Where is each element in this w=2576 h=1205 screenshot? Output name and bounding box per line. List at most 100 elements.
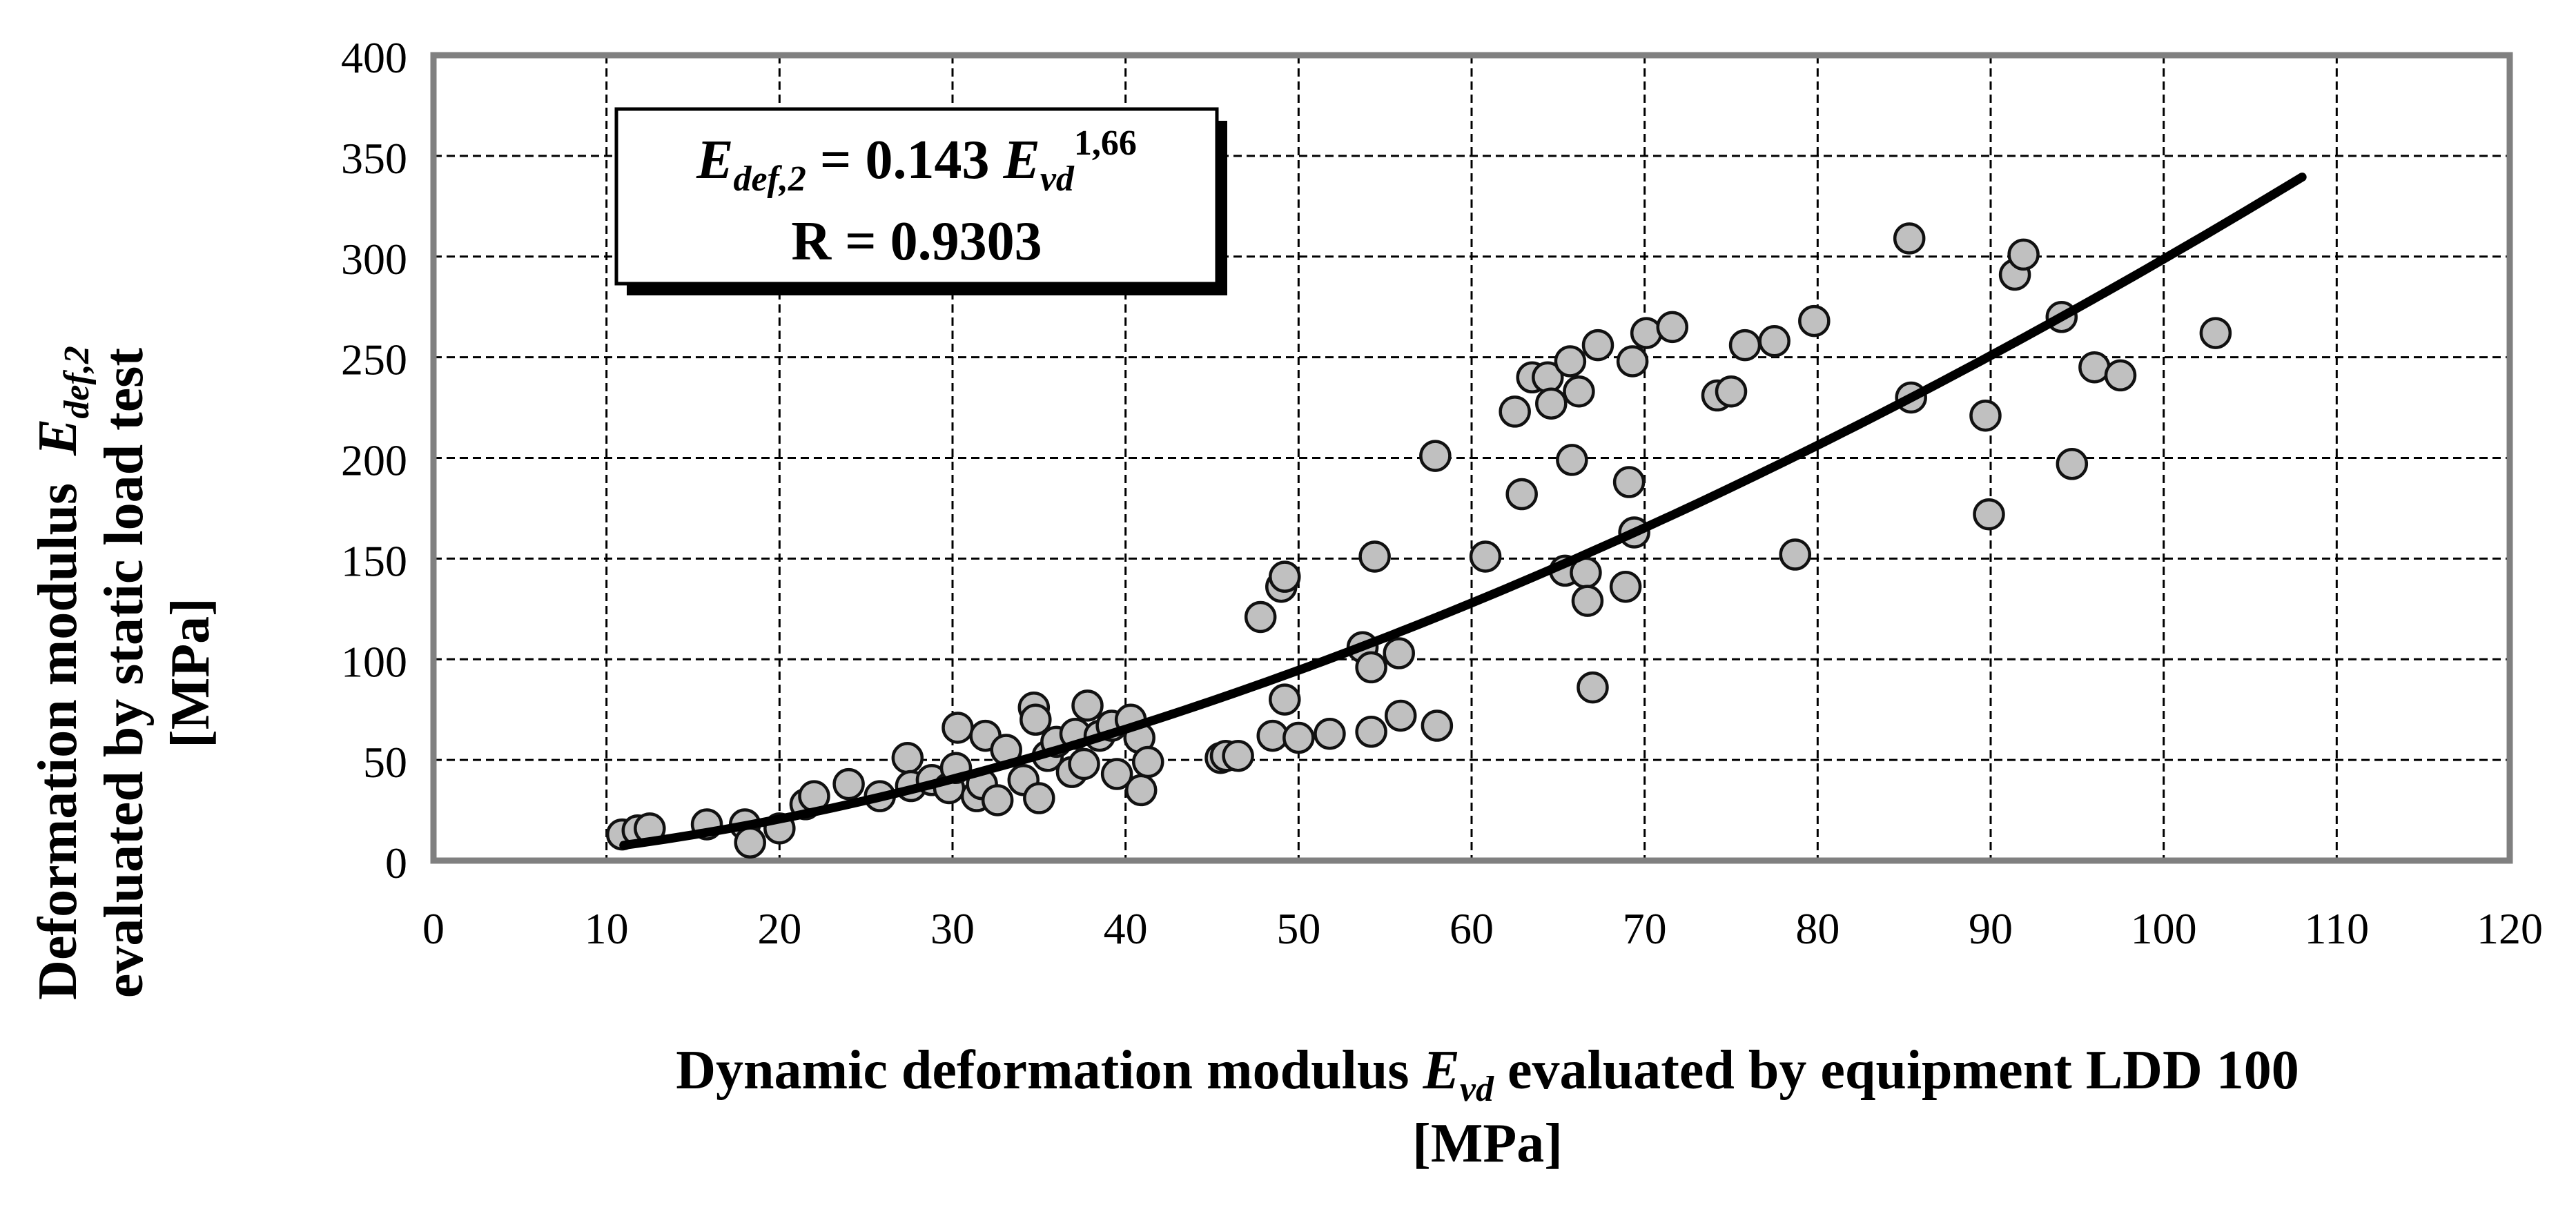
x-tick-label: 60 (1450, 904, 1494, 953)
y-tick-label: 150 (341, 536, 407, 585)
x-tick-label: 120 (2477, 904, 2543, 953)
data-point (1612, 466, 1646, 498)
y-tick-label: 0 (385, 839, 407, 888)
y-tick-label: 100 (341, 637, 407, 686)
x-axis-title-symbol: E (1423, 1040, 1460, 1101)
data-point (1419, 440, 1452, 472)
data-point (1715, 375, 1748, 408)
data-point (1656, 311, 1689, 344)
x-axis-title-prefix: Dynamic deformation modulus (676, 1040, 1423, 1101)
x-tick-label: 20 (757, 904, 801, 953)
data-points (605, 222, 2232, 859)
data-point (1222, 740, 1254, 772)
data-point (1269, 560, 1301, 593)
y-axis-title-subscript: def,2 (57, 346, 97, 418)
data-point (1616, 345, 1649, 378)
data-point (1100, 758, 1133, 790)
data-point (1581, 329, 1614, 362)
y-tick-label: 50 (363, 738, 407, 787)
equation-text: Edef,2 = 0.143 Evd1,66 (696, 124, 1137, 199)
data-point (1798, 304, 1831, 337)
equation-box: Edef,2 = 0.143 Evd1,66 R = 0.9303 (614, 107, 1227, 295)
data-point (1779, 538, 1811, 571)
data-point (1728, 329, 1762, 362)
data-point (1071, 689, 1104, 722)
y-tick-label: 200 (341, 436, 407, 485)
x-tick-labels: 0 10 20 30 40 50 60 70 80 90 100 110 120 (422, 904, 2543, 953)
y-tick-labels: 0 50 100 150 200 250 300 350 400 (341, 33, 407, 888)
data-point (941, 712, 974, 744)
x-tick-label: 70 (1623, 904, 1667, 953)
x-axis-title-line1: Dynamic deformation modulus Evd evaluate… (676, 1040, 2299, 1109)
data-point (891, 741, 924, 774)
data-point (1244, 600, 1277, 634)
x-tick-label: 0 (422, 904, 445, 953)
data-point (1358, 540, 1391, 573)
data-point (1571, 585, 1604, 617)
y-tick-label: 350 (341, 134, 407, 183)
y-axis-title-prefix: Deformation modulus (28, 455, 88, 1000)
x-tick-label: 30 (930, 904, 975, 953)
equation-exponent: 1,66 (1074, 124, 1137, 163)
data-point (1758, 325, 1790, 357)
data-point (1282, 721, 1315, 754)
data-point (1469, 540, 1502, 573)
y-axis-title-symbol: E (28, 419, 88, 456)
equation-box-frame (614, 107, 1219, 286)
data-point (1893, 222, 1926, 255)
x-axis-title-line2: [MPa] (1412, 1113, 1563, 1174)
data-point (1383, 637, 1415, 669)
plot-frame (430, 52, 2513, 864)
equation-middle: = 0.143 (806, 130, 1004, 190)
data-point (1132, 745, 1164, 778)
data-point (734, 826, 766, 859)
data-point (1355, 651, 1387, 684)
x-tick-label: 110 (2305, 904, 2370, 953)
x-tick-label: 10 (585, 904, 629, 953)
x-tick-label: 80 (1795, 904, 1840, 953)
r-value-text: R = 0.9303 (791, 211, 1042, 272)
equation-rhs-subscript: vd (1040, 159, 1075, 199)
data-point (1124, 774, 1158, 807)
y-tick-label: 250 (341, 335, 407, 384)
data-point (1556, 444, 1588, 476)
x-tick-label: 100 (2131, 904, 2197, 953)
x-axis-title-suffix: evaluated by equipment LDD 100 (1494, 1040, 2299, 1101)
data-point (1314, 717, 1346, 750)
data-point (1384, 699, 1417, 732)
data-point (981, 784, 1014, 816)
y-tick-label: 300 (341, 235, 407, 284)
data-point (1969, 399, 2002, 432)
x-tick-label: 50 (1276, 904, 1320, 953)
data-point (1269, 683, 1301, 716)
data-point (2056, 448, 2089, 480)
data-point (1505, 478, 1538, 511)
y-axis-title-line2: evaluated by static load test (94, 348, 155, 999)
y-tick-label: 400 (341, 33, 407, 82)
data-point (1499, 395, 1531, 428)
data-point (1554, 345, 1587, 378)
y-axis-title-line1: Deformation modulus Edef,2 (28, 346, 97, 1000)
equation-lhs-subscript: def,2 (733, 159, 806, 199)
data-point (1019, 703, 1052, 736)
data-point (1023, 782, 1055, 814)
data-point (1421, 709, 1454, 742)
data-point (1973, 498, 2005, 531)
x-axis-title-subscript: vd (1460, 1070, 1494, 1109)
data-point (1535, 387, 1568, 420)
data-point (2104, 359, 2137, 392)
data-point (1068, 747, 1100, 781)
y-axis-title: Deformation modulus Edef,2 evaluated by … (28, 346, 221, 1000)
data-point (1609, 570, 1642, 603)
data-point (2199, 317, 2232, 349)
data-point (1563, 375, 1595, 408)
equation-rhs-symbol: E (1002, 130, 1040, 190)
data-point (1630, 317, 1663, 349)
fit-curve (619, 173, 2307, 850)
x-tick-label: 90 (1969, 904, 2013, 953)
data-point (1577, 671, 1609, 704)
data-point (1355, 716, 1387, 748)
equation-lhs-symbol: E (696, 130, 733, 190)
x-tick-label: 40 (1104, 904, 1148, 953)
